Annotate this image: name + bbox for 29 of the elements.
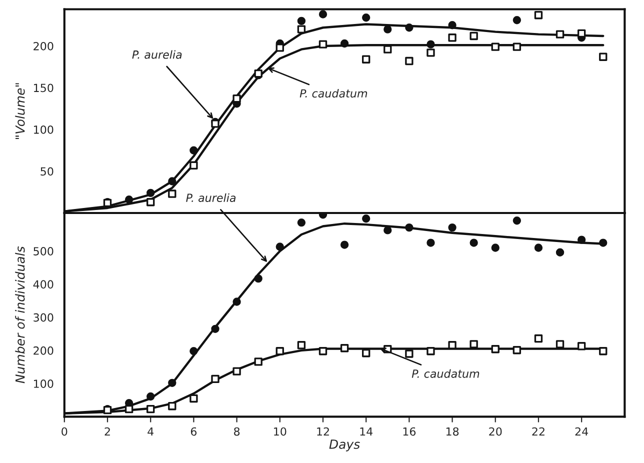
- x-tick-label: 22: [532, 427, 544, 436]
- y-axis-title: "Volume": [15, 83, 25, 140]
- x-tick-label: 10: [274, 427, 286, 436]
- y-tick-label: 200: [34, 42, 54, 50]
- x-tick-label: 14: [360, 427, 373, 436]
- x-tick-label: 4: [148, 427, 154, 436]
- y-tick-label: 300: [34, 313, 54, 322]
- y-axis-title: Number of individuals: [15, 246, 25, 384]
- y-tick-label: 500: [34, 247, 54, 256]
- annotation: P. caudatum: [300, 88, 368, 98]
- x-axis-title: Days: [329, 440, 360, 452]
- annotation: P. aurelia: [186, 193, 236, 202]
- y-tick-label: 200: [34, 346, 54, 355]
- y-tick-label: 100: [34, 125, 54, 134]
- y-tick-label: 100: [34, 380, 54, 388]
- x-tick-label: 24: [575, 427, 588, 436]
- annotation: P. caudatum: [412, 369, 480, 378]
- x-tick-label: 12: [317, 427, 329, 436]
- x-tick-label: 6: [190, 427, 197, 436]
- x-tick-label: 16: [403, 427, 416, 436]
- y-tick-label: 400: [33, 280, 54, 289]
- y-tick-label: 50: [40, 167, 54, 176]
- x-tick-label: 20: [489, 427, 502, 436]
- x-tick-label: 18: [446, 427, 459, 436]
- annotation: P. aurelia: [132, 50, 182, 59]
- x-tick-label: 8: [234, 427, 240, 436]
- x-tick-label: 2: [104, 427, 110, 436]
- x-tick-label: 0: [62, 427, 68, 436]
- y-tick-label: 150: [34, 84, 54, 92]
